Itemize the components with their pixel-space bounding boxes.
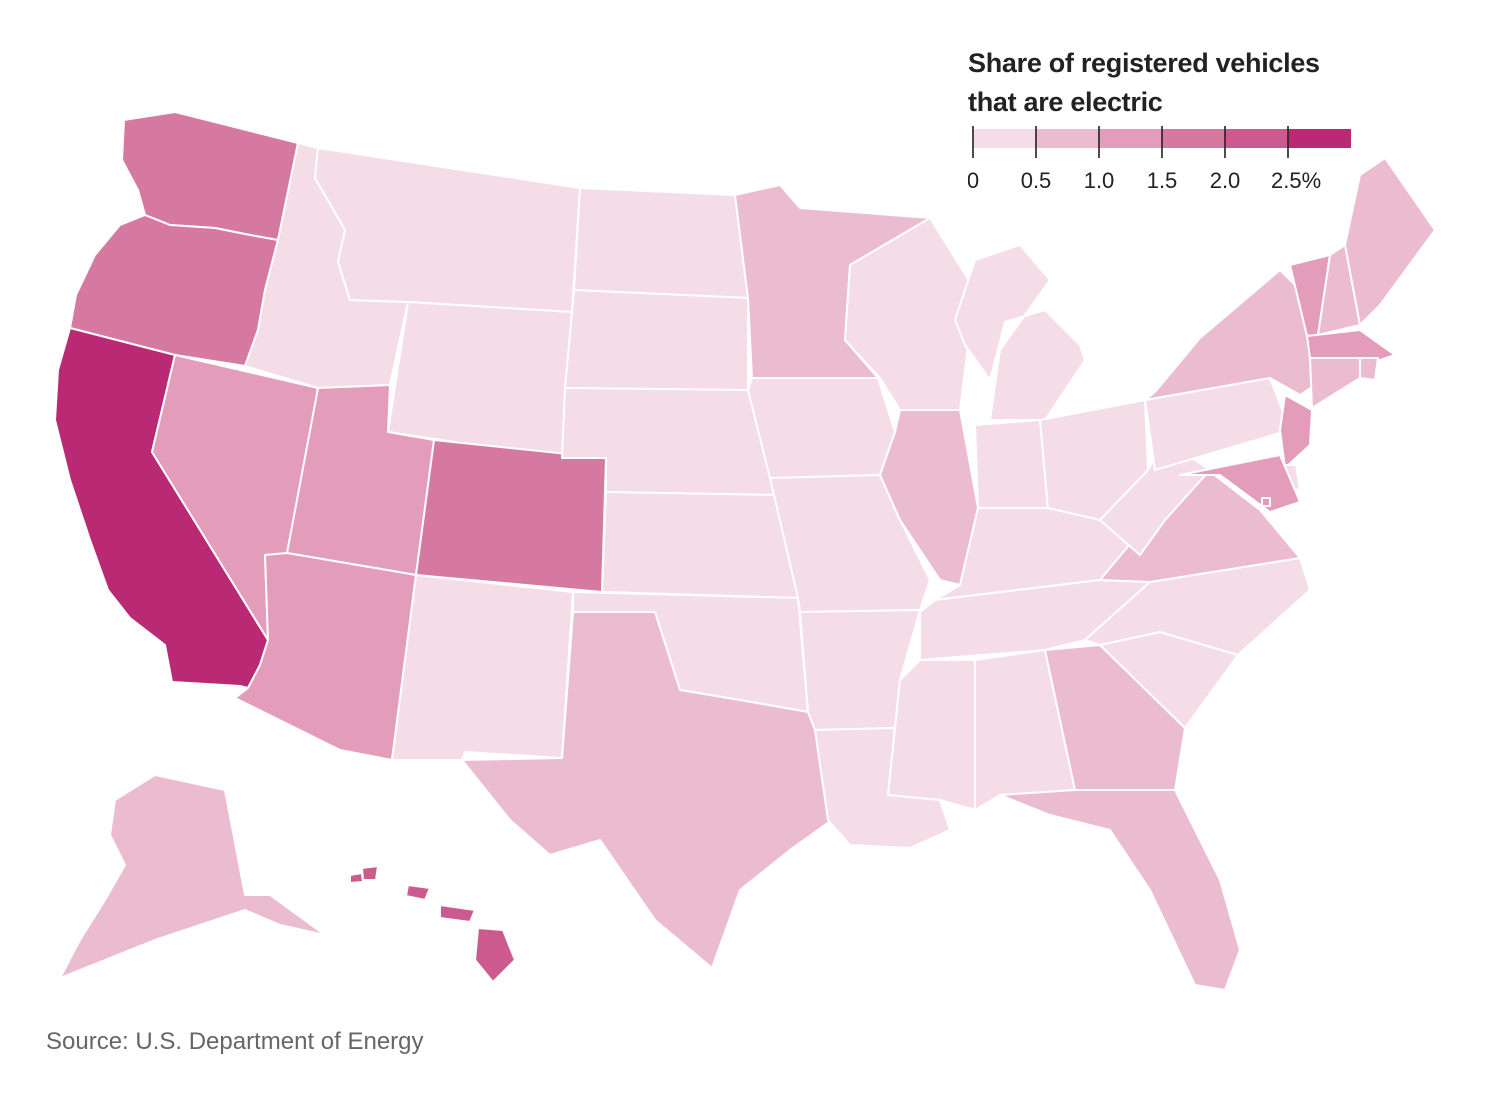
state-dc	[1261, 497, 1271, 507]
legend-tick-label-3: 1.0	[1084, 168, 1115, 193]
state-fl	[999, 789, 1241, 991]
legend-swatch-1	[973, 129, 1036, 148]
legend-tick-label-2: 0.5	[1021, 168, 1052, 193]
legend-swatch-6	[1288, 129, 1351, 148]
state-az	[234, 552, 417, 761]
state-co	[415, 439, 607, 593]
legend-swatch-2	[1036, 129, 1099, 148]
legend-tick-label-6: 2.5%	[1271, 168, 1321, 193]
legend-swatch-3	[1099, 129, 1162, 148]
legend-title-line1: Share of registered vehicles	[968, 48, 1320, 78]
state-me	[1344, 157, 1436, 326]
state-ma	[1306, 329, 1396, 361]
legend-swatch-4	[1162, 129, 1225, 148]
legend-title: Share of registered vehicles that are el…	[968, 44, 1368, 122]
legend-tick-label-4: 1.5	[1147, 168, 1178, 193]
state-il	[879, 409, 979, 586]
state-ak	[59, 774, 326, 979]
state-hi-island-5	[474, 927, 516, 983]
legend-tick-label-5: 2.0	[1210, 168, 1241, 193]
state-ny	[1144, 269, 1316, 401]
state-nd	[573, 187, 749, 299]
state-ms	[887, 659, 976, 811]
state-tx	[461, 611, 833, 969]
state-ct	[1309, 357, 1361, 409]
state-in	[974, 419, 1049, 509]
state-hi-island-3	[405, 884, 431, 901]
state-nm	[391, 574, 574, 761]
state-hi	[349, 865, 516, 983]
state-ks	[601, 491, 799, 599]
legend-color-scale: 0 0.5 1.0 1.5 2.0 2.5%	[968, 126, 1351, 193]
state-sd	[564, 289, 749, 391]
legend: Share of registered vehicles that are el…	[968, 44, 1368, 193]
state-ga	[1044, 644, 1186, 791]
state-mt	[314, 147, 581, 313]
state-hi-island-4	[439, 904, 476, 923]
state-hi-island-1	[349, 872, 364, 884]
state-ia	[747, 377, 896, 479]
state-wy	[387, 301, 573, 459]
state-ri	[1359, 357, 1379, 381]
source-note: Source: U.S. Department of Energy	[46, 1028, 424, 1055]
state-hi-island-2	[361, 865, 379, 881]
state-nj	[1279, 394, 1313, 469]
state-mi	[954, 244, 1086, 421]
legend-tick-label-1: 0	[968, 168, 979, 193]
legend-title-line2: that are electric	[968, 87, 1163, 117]
legend-swatch-5	[1225, 129, 1288, 148]
